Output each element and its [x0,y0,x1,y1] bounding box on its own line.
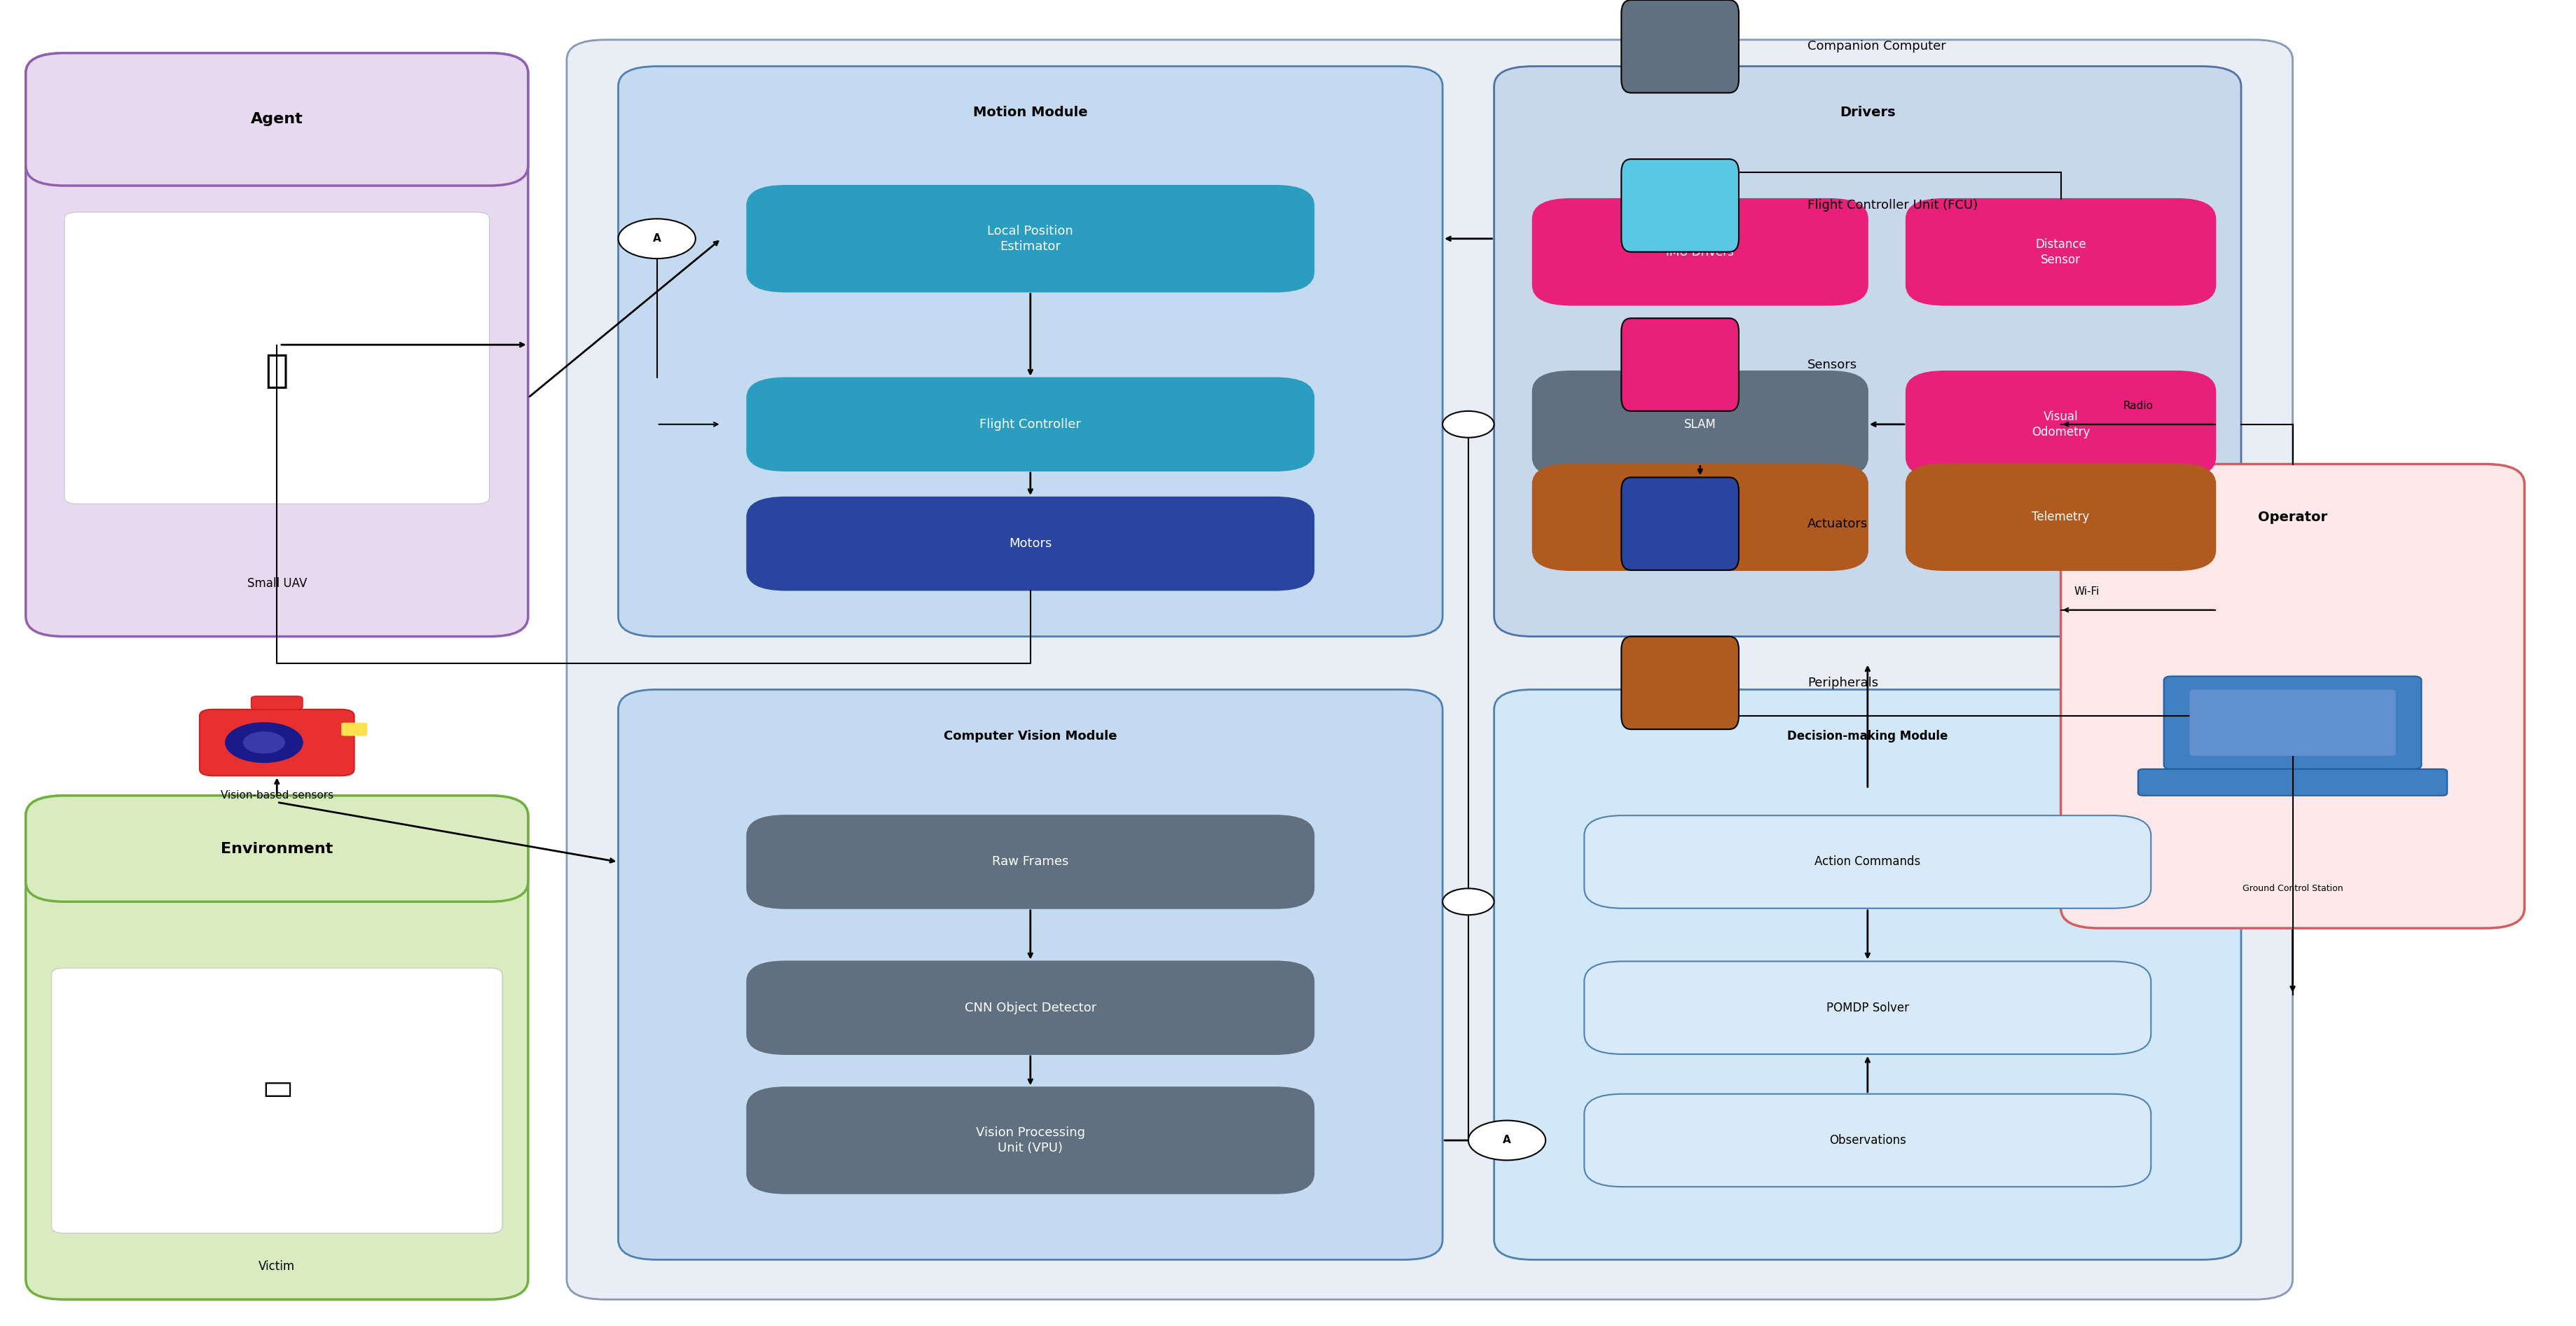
FancyBboxPatch shape [618,690,1443,1260]
Text: Local Position
Estimator: Local Position Estimator [987,224,1074,253]
Text: Flight Controller: Flight Controller [979,418,1082,431]
FancyBboxPatch shape [1533,199,1868,305]
FancyBboxPatch shape [1584,815,2151,908]
Text: A: A [652,233,662,244]
FancyBboxPatch shape [26,53,528,186]
Text: Actuators: Actuators [1808,517,1868,530]
Text: Small UAV: Small UAV [247,577,307,590]
Text: Agent: Agent [250,113,304,126]
Text: Motors: Motors [1010,537,1051,550]
FancyBboxPatch shape [1494,66,2241,636]
Text: Observations: Observations [1829,1134,1906,1147]
Circle shape [1443,888,1494,915]
Circle shape [1468,1120,1546,1160]
Circle shape [227,723,304,762]
FancyBboxPatch shape [252,696,304,709]
Text: RC input: RC input [1674,511,1726,524]
Text: Flight Controller Unit (FCU): Flight Controller Unit (FCU) [1808,199,1978,212]
FancyBboxPatch shape [747,1087,1314,1193]
Text: Operator: Operator [2259,511,2326,524]
FancyBboxPatch shape [747,815,1314,908]
FancyBboxPatch shape [340,723,368,736]
Text: Companion Computer: Companion Computer [1808,40,1945,53]
Text: Wi-Fi: Wi-Fi [2074,586,2099,597]
Text: Distance
Sensor: Distance Sensor [2035,237,2087,267]
FancyBboxPatch shape [747,378,1314,471]
FancyBboxPatch shape [2190,690,2396,756]
FancyBboxPatch shape [2138,769,2447,796]
FancyBboxPatch shape [747,961,1314,1054]
FancyBboxPatch shape [2061,464,2524,928]
FancyBboxPatch shape [2164,676,2421,769]
FancyBboxPatch shape [1620,318,1739,411]
FancyBboxPatch shape [618,66,1443,636]
FancyBboxPatch shape [1584,961,2151,1054]
Text: Environment: Environment [222,842,332,855]
FancyBboxPatch shape [201,709,355,776]
Text: Radio: Radio [2123,400,2154,411]
Text: A: A [1502,1135,1512,1146]
Text: Peripherals: Peripherals [1808,676,1878,690]
Text: Sensors: Sensors [1808,358,1857,371]
Text: Vision-based sensors: Vision-based sensors [222,790,332,801]
FancyBboxPatch shape [64,212,489,504]
FancyBboxPatch shape [1533,371,1868,477]
FancyBboxPatch shape [747,497,1314,590]
FancyBboxPatch shape [1906,464,2215,570]
FancyBboxPatch shape [1620,0,1739,93]
FancyBboxPatch shape [1494,690,2241,1260]
Text: Raw Frames: Raw Frames [992,855,1069,869]
Text: Visual
Odometry: Visual Odometry [2032,410,2089,439]
FancyBboxPatch shape [747,186,1314,292]
Text: SLAM: SLAM [1685,418,1716,431]
Text: 🚁: 🚁 [265,353,289,390]
Text: Vision Processing
Unit (VPU): Vision Processing Unit (VPU) [976,1126,1084,1155]
Text: IMU Drivers: IMU Drivers [1667,245,1734,259]
FancyBboxPatch shape [1620,159,1739,252]
FancyBboxPatch shape [1906,199,2215,305]
Text: 🧍: 🧍 [263,1078,291,1097]
FancyBboxPatch shape [1620,477,1739,570]
FancyBboxPatch shape [1906,371,2215,477]
Text: Ground Control Station: Ground Control Station [2241,884,2344,892]
Text: Action Commands: Action Commands [1814,855,1922,869]
Text: Drivers: Drivers [1839,106,1896,119]
Text: Computer Vision Module: Computer Vision Module [943,729,1118,743]
FancyBboxPatch shape [1584,1094,2151,1187]
Circle shape [618,219,696,259]
FancyBboxPatch shape [26,53,528,636]
FancyBboxPatch shape [1533,464,1868,570]
FancyBboxPatch shape [567,40,2293,1299]
FancyBboxPatch shape [26,796,528,1299]
Circle shape [242,732,283,753]
Text: Decision-making Module: Decision-making Module [1788,729,1947,743]
Text: POMDP Solver: POMDP Solver [1826,1001,1909,1014]
Text: CNN Object Detector: CNN Object Detector [963,1001,1097,1014]
Text: Telemetry: Telemetry [2032,511,2089,524]
FancyBboxPatch shape [26,796,528,902]
FancyBboxPatch shape [1620,636,1739,729]
Circle shape [1443,411,1494,438]
FancyBboxPatch shape [52,968,502,1233]
Text: Victim: Victim [258,1260,296,1273]
Text: Motion Module: Motion Module [974,106,1087,119]
